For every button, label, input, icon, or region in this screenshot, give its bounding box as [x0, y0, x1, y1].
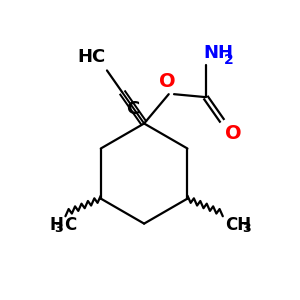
Text: 3: 3 — [54, 222, 63, 235]
Text: H: H — [49, 216, 63, 234]
Text: C: C — [64, 216, 76, 234]
Text: O: O — [159, 72, 175, 91]
Text: O: O — [225, 124, 242, 143]
Text: HC: HC — [77, 48, 106, 66]
Text: 3: 3 — [242, 222, 250, 235]
Text: CH: CH — [225, 216, 251, 234]
Text: C: C — [126, 100, 139, 118]
Text: NH: NH — [203, 44, 233, 62]
Text: 2: 2 — [224, 53, 233, 67]
